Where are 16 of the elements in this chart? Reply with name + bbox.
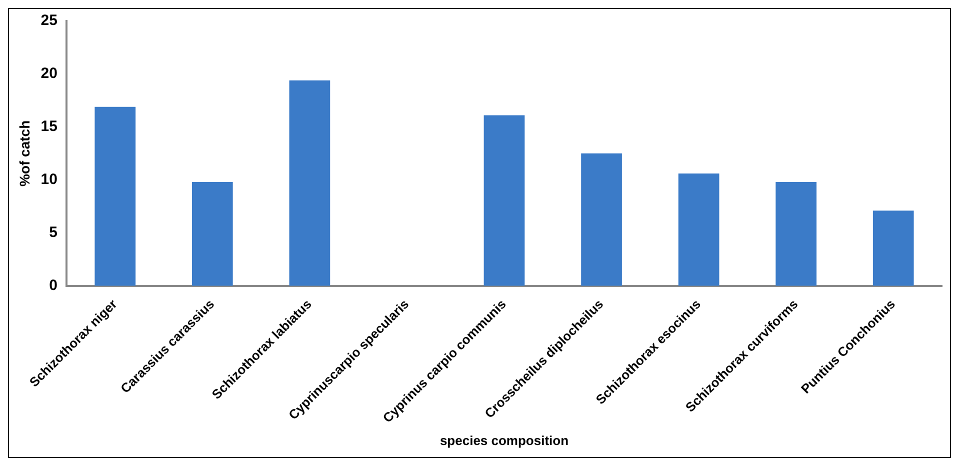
y-axis-title: %of catch <box>16 120 32 186</box>
bar <box>289 80 330 286</box>
bar <box>484 115 525 286</box>
y-tick-label: 0 <box>49 277 58 294</box>
bar <box>581 153 622 286</box>
bar <box>94 106 136 286</box>
bar <box>678 174 720 286</box>
bar <box>776 182 817 286</box>
y-tick-label: 15 <box>40 118 58 136</box>
y-tick-label: 20 <box>40 65 58 82</box>
bar <box>872 210 914 286</box>
y-tick-label: 25 <box>40 12 58 30</box>
y-tick-label: 5 <box>49 224 58 242</box>
y-tick-label: 10 <box>40 171 58 188</box>
x-axis-title: species composition <box>440 432 569 448</box>
bar <box>192 182 233 286</box>
